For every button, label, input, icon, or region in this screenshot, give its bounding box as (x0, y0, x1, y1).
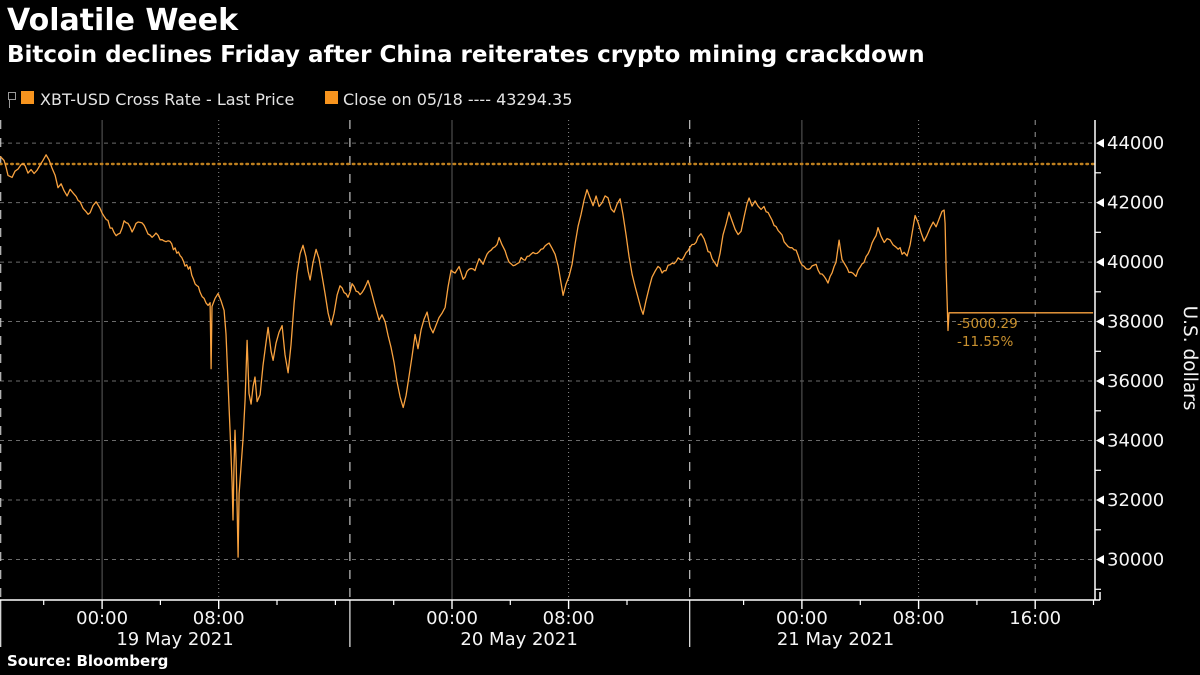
x-tick-label: 00:00 (776, 608, 828, 629)
x-tick-label: 16:00 (1009, 608, 1061, 629)
chart-subtitle: Bitcoin declines Friday after China reit… (7, 42, 925, 68)
y-tick-arrow-icon (1096, 436, 1104, 445)
y-tick-label: 30000 (1107, 550, 1164, 571)
y-tick-arrow-icon (1096, 495, 1104, 505)
y-tick-arrow-icon (1096, 138, 1104, 148)
date-label: 19 May 2021 (116, 629, 233, 650)
y-tick-label: 34000 (1107, 431, 1164, 452)
legend: XBT-USD Cross Rate - Last Price Close on… (0, 90, 1200, 109)
y-tick-label: 44000 (1107, 133, 1164, 154)
y-tick-arrow-icon (1096, 317, 1104, 326)
x-tick-label: 00:00 (76, 608, 128, 629)
y-axis-title: U.S. dollars (1179, 306, 1200, 411)
y-tick-label: 36000 (1107, 371, 1164, 392)
annotation-percent: -11.55% (957, 334, 1014, 350)
y-tick-arrow-icon (1096, 257, 1104, 267)
date-label: 21 May 2021 (777, 629, 894, 650)
date-label: 20 May 2021 (460, 629, 577, 650)
y-tick-label: 38000 (1107, 312, 1164, 333)
source-credit: Source: Bloomberg (7, 652, 169, 670)
legend-close-label: Close on 05/18 ---- 43294.35 (343, 90, 573, 109)
series-swatch-icon (21, 91, 34, 104)
y-tick-arrow-icon (1096, 376, 1104, 386)
y-tick-label: 42000 (1107, 193, 1164, 214)
note-marker-icon (8, 92, 16, 108)
annotation-change: -5000.29 (957, 316, 1018, 332)
y-tick-label: 40000 (1107, 252, 1164, 273)
legend-series-label: XBT-USD Cross Rate - Last Price (40, 90, 295, 109)
x-tick-label: 08:00 (193, 608, 245, 629)
y-tick-label: 32000 (1107, 490, 1164, 511)
x-tick-label: 08:00 (543, 608, 595, 629)
y-tick-arrow-icon (1096, 198, 1104, 208)
page-title: Volatile Week (7, 3, 239, 38)
close-swatch-icon (325, 91, 338, 104)
price-series-line (0, 154, 1094, 558)
x-tick-label: 08:00 (893, 608, 945, 629)
x-tick-label: 00:00 (426, 608, 478, 629)
y-tick-arrow-icon (1096, 555, 1104, 564)
